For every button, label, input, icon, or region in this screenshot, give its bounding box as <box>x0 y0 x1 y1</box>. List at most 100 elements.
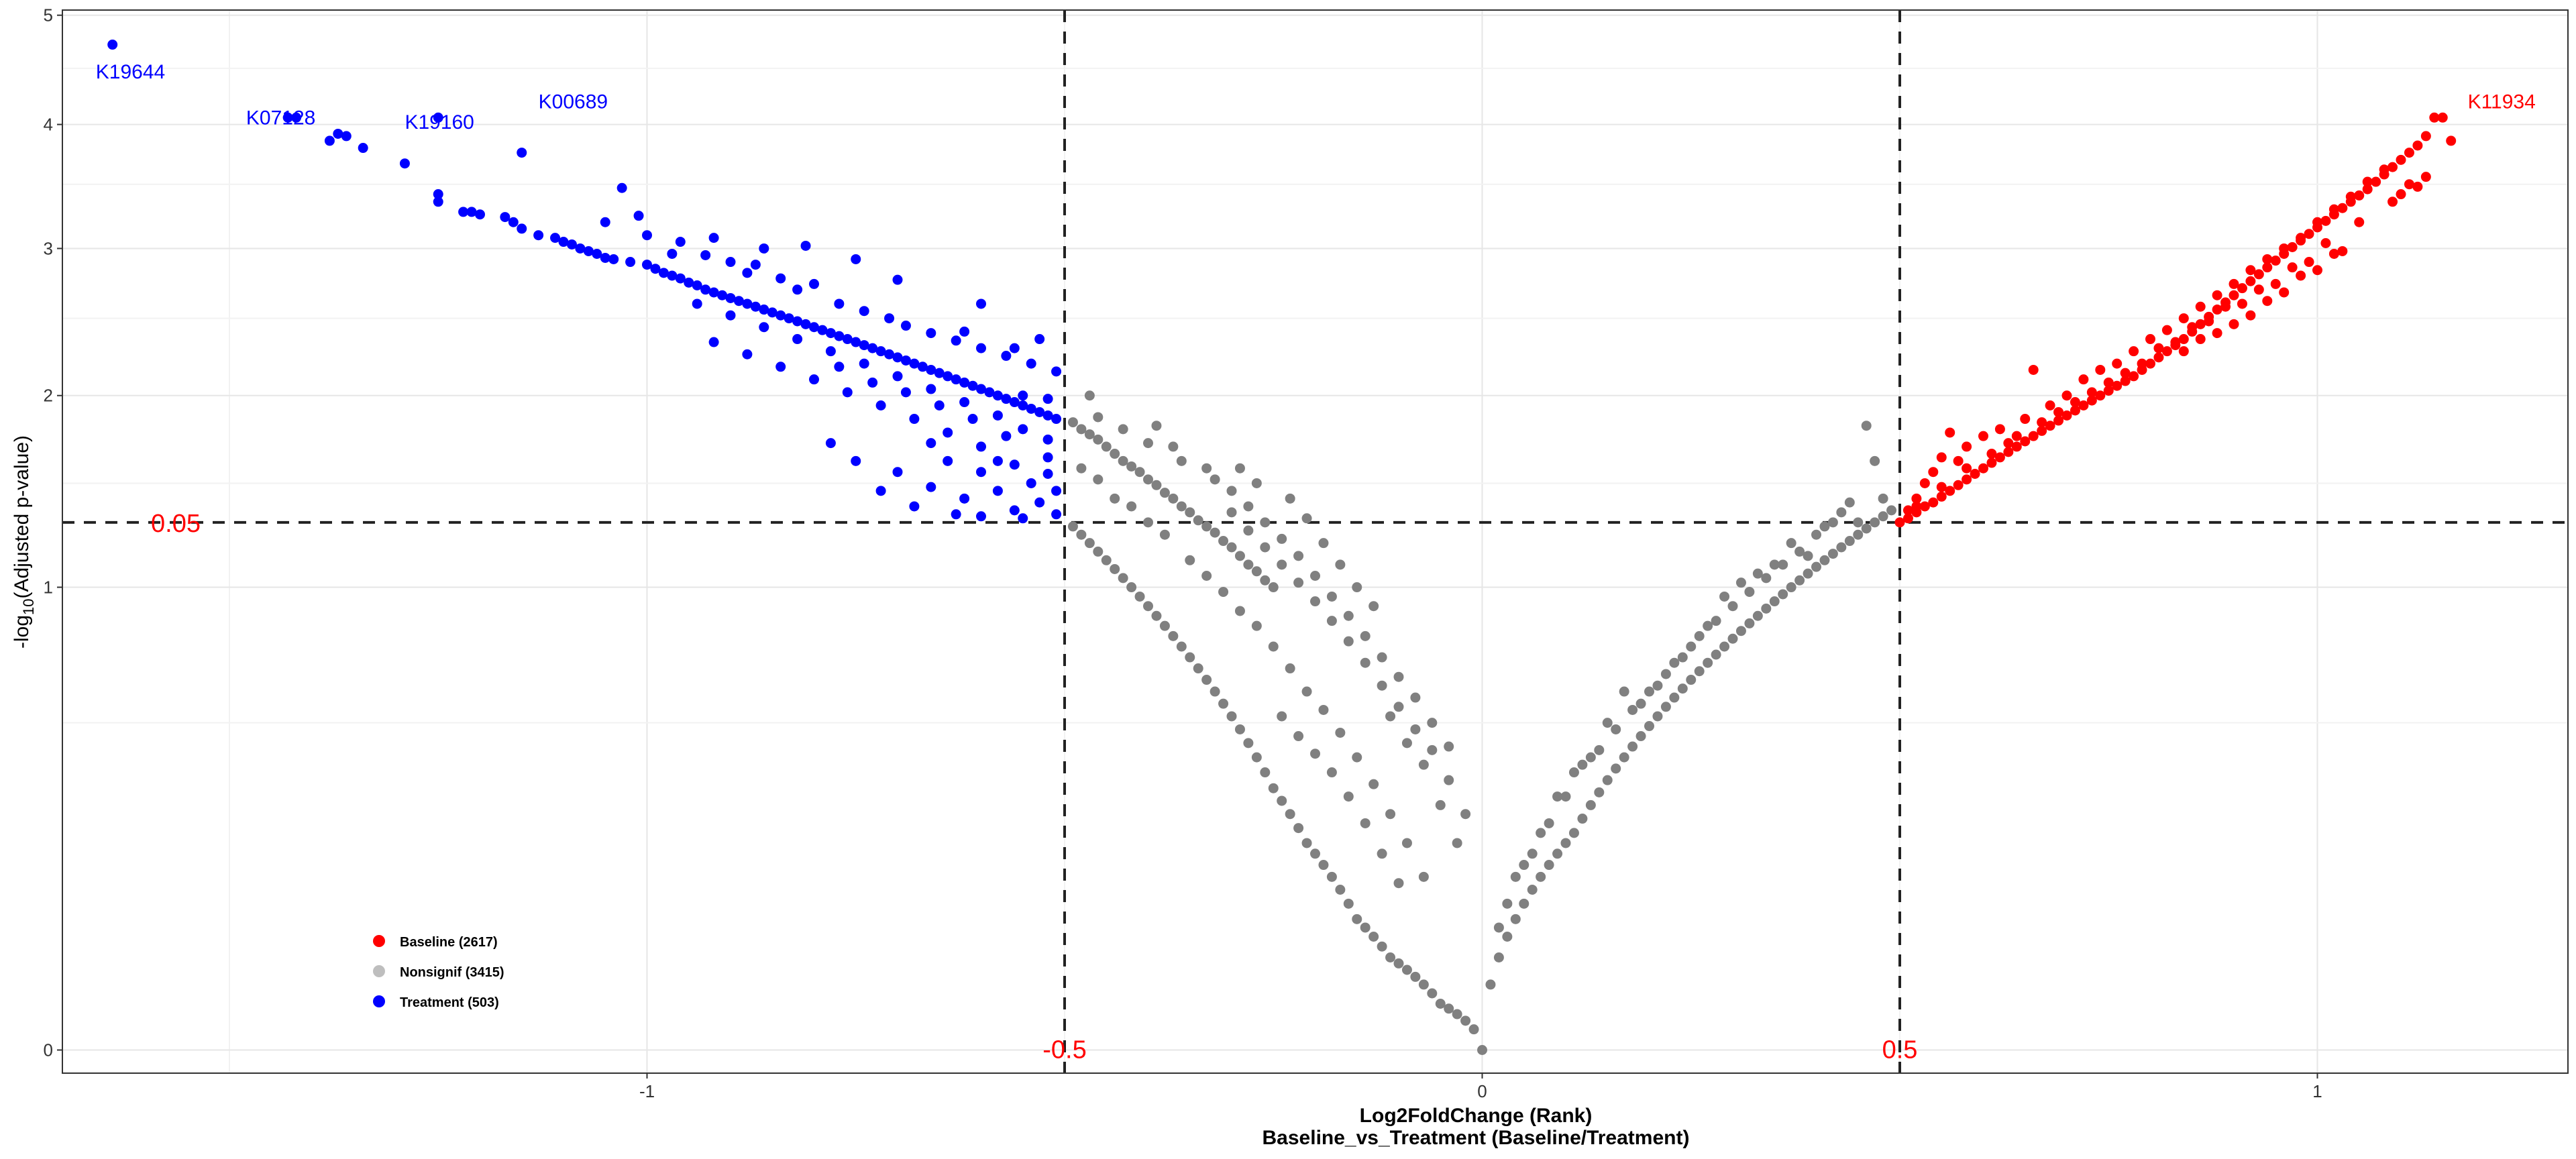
point-baseline <box>2212 305 2222 315</box>
point-nonsignif <box>1151 480 1162 490</box>
point-treatment <box>550 233 561 243</box>
point-nonsignif <box>1226 711 1237 722</box>
point-treatment <box>633 211 644 221</box>
point-nonsignif <box>1277 559 1287 570</box>
point-nonsignif <box>1234 463 1245 474</box>
x-tick-label: -1 <box>639 1081 655 1101</box>
point-nonsignif <box>1452 838 1462 848</box>
point-treatment <box>1018 400 1028 410</box>
point-baseline <box>2371 176 2381 187</box>
point-baseline <box>1994 452 2005 463</box>
point-baseline <box>2120 376 2131 386</box>
point-nonsignif <box>1452 1009 1462 1019</box>
gene-annotations: K19644 K07128 K19160 K00689 K11934 <box>96 61 2536 133</box>
point-baseline <box>1911 501 1922 512</box>
point-baseline <box>2178 346 2189 357</box>
point-treatment <box>625 257 636 268</box>
point-nonsignif <box>1460 809 1471 820</box>
point-baseline <box>1978 463 1988 474</box>
point-nonsignif <box>1585 799 1596 810</box>
point-nonsignif <box>1134 467 1145 478</box>
point-nonsignif <box>1811 529 1821 540</box>
point-baseline <box>2161 346 2172 357</box>
point-nonsignif <box>1611 763 1621 774</box>
point-treatment <box>976 343 986 353</box>
point-nonsignif <box>1560 791 1571 802</box>
point-nonsignif <box>1401 838 1412 848</box>
point-treatment <box>825 346 836 357</box>
point-baseline <box>1902 505 1913 516</box>
point-treatment <box>1018 424 1028 435</box>
point-treatment <box>859 340 869 351</box>
point-nonsignif <box>1310 749 1320 759</box>
point-baseline <box>2437 112 2448 123</box>
point-nonsignif <box>1552 848 1563 859</box>
point-treatment <box>992 410 1003 421</box>
point-treatment <box>433 197 443 207</box>
point-nonsignif <box>1393 958 1404 969</box>
y-tick-label: 2 <box>44 386 53 406</box>
point-baseline <box>2262 254 2273 264</box>
point-baseline <box>2396 189 2406 200</box>
point-nonsignif <box>1644 686 1654 697</box>
point-nonsignif <box>1076 529 1087 540</box>
y-tick-label: 1 <box>44 577 53 598</box>
point-treatment <box>708 337 719 347</box>
point-treatment <box>943 427 953 438</box>
point-treatment <box>500 212 511 223</box>
point-nonsignif <box>1510 871 1521 882</box>
point-treatment <box>750 260 761 270</box>
point-treatment <box>725 257 736 268</box>
point-treatment <box>926 438 936 449</box>
point-treatment <box>333 128 343 139</box>
point-baseline <box>2412 140 2423 151</box>
point-nonsignif <box>1594 744 1605 755</box>
point-nonsignif <box>1243 525 1254 536</box>
point-baseline <box>2312 217 2322 227</box>
point-nonsignif <box>1669 692 1680 703</box>
point-treatment <box>1051 414 1062 425</box>
legend-swatch-baseline <box>373 935 385 947</box>
point-baseline <box>2103 377 2114 388</box>
point-nonsignif <box>1652 711 1663 722</box>
point-baseline <box>1936 491 1947 502</box>
point-baseline <box>2229 290 2239 300</box>
point-baseline <box>2103 385 2114 396</box>
point-nonsignif <box>1185 555 1195 565</box>
point-treatment <box>1034 334 1045 345</box>
point-treatment <box>951 509 961 520</box>
point-treatment <box>992 390 1003 401</box>
point-baseline <box>2028 364 2039 375</box>
point-nonsignif <box>1635 698 1646 709</box>
point-treatment <box>1051 366 1062 377</box>
point-nonsignif <box>1861 523 1872 534</box>
point-nonsignif <box>1126 582 1137 593</box>
point-treatment <box>1018 513 1028 524</box>
point-nonsignif <box>1752 568 1763 579</box>
point-nonsignif <box>1627 704 1638 715</box>
point-treatment <box>875 486 886 496</box>
point-nonsignif <box>1827 517 1838 528</box>
point-baseline <box>2270 278 2281 289</box>
point-treatment <box>692 280 702 290</box>
point-treatment <box>667 248 678 259</box>
point-treatment <box>600 252 610 263</box>
point-nonsignif <box>1502 931 1513 942</box>
point-treatment <box>926 364 936 375</box>
point-nonsignif <box>1686 675 1697 685</box>
point-nonsignif <box>1703 657 1713 668</box>
point-nonsignif <box>1694 630 1705 641</box>
legend-label-baseline: Baseline (2617) <box>400 935 498 950</box>
point-treatment <box>875 346 886 357</box>
point-nonsignif <box>1519 898 1529 909</box>
point-baseline <box>2137 358 2147 369</box>
point-nonsignif <box>1268 783 1279 793</box>
point-treatment <box>458 207 469 217</box>
point-baseline <box>2229 319 2239 329</box>
point-treatment <box>892 352 903 363</box>
point-nonsignif <box>1803 551 1813 561</box>
point-treatment <box>107 40 118 50</box>
point-nonsignif <box>1819 555 1830 565</box>
point-treatment <box>951 335 961 346</box>
point-nonsignif <box>1210 527 1220 538</box>
